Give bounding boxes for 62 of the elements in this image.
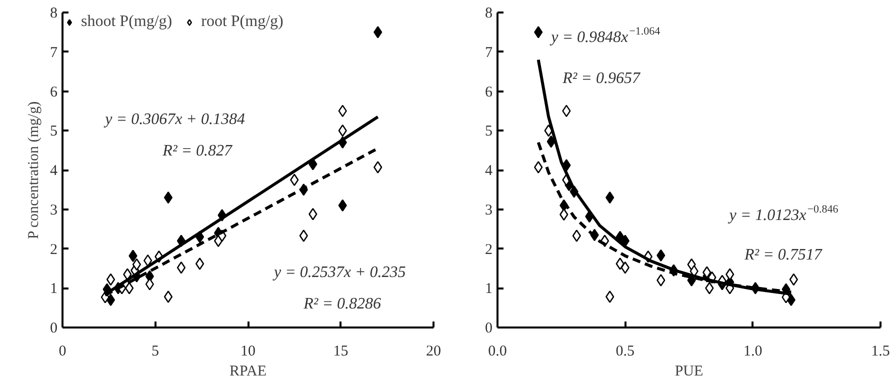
point	[164, 191, 173, 204]
x-tick-label: 1.5	[871, 344, 890, 360]
legend-label: shoot P(mg/g)	[81, 13, 172, 31]
x-axis-title: RPAE	[230, 364, 266, 380]
point	[290, 174, 299, 186]
x-tick-label: 5	[152, 344, 159, 360]
y-tick-label: 3	[50, 202, 58, 218]
point	[106, 273, 116, 286]
x-tick-label: 15	[333, 344, 348, 360]
point	[572, 230, 581, 242]
point	[534, 26, 543, 38]
annotation: R² = 0.827	[162, 142, 234, 160]
point	[132, 258, 142, 271]
point	[164, 290, 173, 303]
y-tick-label: 6	[50, 84, 58, 100]
y-tick-label: 3	[485, 202, 492, 218]
y-tick-label: 0	[50, 320, 58, 336]
x-tick-label: 0.5	[616, 344, 635, 360]
y-tick-label: 5	[485, 124, 492, 140]
y-axis-title: P concentration (mg/g)	[26, 101, 42, 240]
x-tick-label: 0.0	[488, 344, 507, 360]
point	[620, 262, 630, 274]
y-tick-label: 4	[485, 163, 493, 179]
annotation: R² = 0.7517	[744, 246, 823, 264]
point	[606, 290, 614, 303]
point	[106, 294, 116, 306]
y-tick-label: 2	[50, 242, 58, 258]
x-tick-label: 1.0	[743, 344, 762, 360]
y-tick-label: 5	[50, 124, 58, 140]
point	[726, 268, 734, 280]
y-tick-label: 7	[485, 44, 493, 61]
point	[299, 230, 308, 242]
y-tick-label: 4	[50, 163, 58, 179]
point	[616, 258, 624, 270]
point	[374, 161, 382, 174]
point	[656, 274, 666, 286]
annotation: y = 0.2537x + 0.235	[272, 264, 406, 281]
y-tick-label: 1	[50, 281, 58, 298]
x-tick-label: 20	[426, 344, 441, 360]
point	[128, 250, 138, 262]
y-tick-label: 8	[485, 6, 492, 22]
x-tick-label: 10	[240, 344, 256, 360]
point	[546, 136, 556, 148]
x-axis-title: PUE	[674, 364, 704, 380]
point	[195, 258, 204, 270]
annotation: R² = 0.9657	[562, 70, 641, 88]
y-tick-label: 8	[50, 6, 58, 22]
point	[176, 262, 186, 274]
point	[123, 268, 132, 280]
y-tick-label: 6	[485, 84, 493, 100]
y-tick-label: 2	[485, 242, 492, 258]
y-tick-label: 7	[50, 44, 58, 61]
point	[145, 278, 154, 290]
point	[534, 161, 543, 174]
y-tick-label: 0	[485, 320, 492, 336]
point	[124, 282, 134, 294]
legend-label: root P(mg/g)	[201, 13, 284, 31]
point	[374, 26, 382, 38]
annotation: y = 0.3067x + 0.1384	[103, 111, 245, 128]
point	[789, 273, 798, 286]
y-tick-label: 1	[485, 281, 492, 298]
annotation: R² = 0.8286	[302, 295, 382, 312]
